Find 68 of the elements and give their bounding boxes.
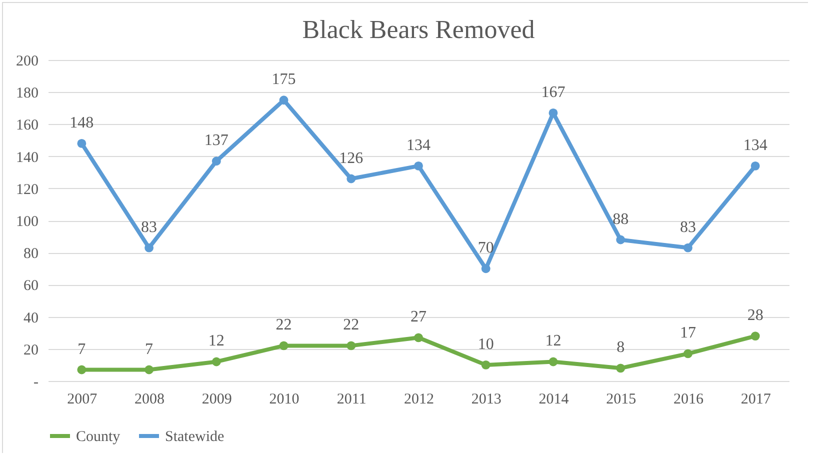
y-tick-label: 80: [24, 246, 38, 262]
data-label: 88: [612, 210, 629, 228]
point: [481, 360, 490, 370]
data-label: 10: [478, 336, 494, 353]
point: [616, 235, 626, 244]
data-label: 17: [680, 324, 696, 342]
data-label: 22: [343, 316, 360, 334]
point: [279, 96, 288, 105]
legend-label: Statewide: [165, 429, 224, 445]
x-tick-label: 2011: [336, 392, 366, 408]
data-label: 83: [141, 218, 158, 236]
x-tick-label: 2012: [404, 392, 434, 408]
data-label: 8: [616, 339, 625, 356]
data-label: 83: [680, 218, 696, 236]
chart-title: Black Bears Removed: [302, 15, 535, 44]
data-label: 148: [70, 114, 94, 132]
data-label: 134: [406, 136, 430, 154]
point: [212, 156, 221, 166]
point: [414, 333, 423, 342]
y-tick-label: 200: [16, 54, 38, 70]
point: [548, 357, 558, 366]
x-tick-label: 2017: [740, 392, 772, 408]
y-tick-label: 120: [16, 182, 38, 198]
x-tick-label: 2015: [606, 392, 636, 408]
data-label: 134: [743, 136, 768, 154]
y-tick-label: 180: [16, 86, 38, 102]
y-tick-label: 140: [16, 150, 38, 166]
data-label: 137: [204, 132, 228, 150]
point: [616, 364, 626, 373]
y-tick-label: 100: [16, 214, 38, 230]
point: [77, 365, 86, 374]
y-tick-label: 20: [24, 342, 38, 358]
data-label: 167: [541, 84, 566, 101]
x-tick-label: 2016: [673, 392, 704, 408]
y-tick-label: -: [34, 374, 38, 390]
x-tick-label: 2009: [202, 392, 232, 408]
data-label: 7: [145, 340, 154, 358]
point: [144, 365, 154, 374]
y-tick-label: 160: [16, 118, 38, 134]
data-label: 70: [478, 240, 494, 257]
point: [750, 161, 760, 170]
point: [144, 243, 154, 252]
point: [346, 174, 356, 184]
data-label: 126: [339, 150, 364, 167]
point: [212, 357, 221, 366]
data-label: 28: [747, 307, 764, 324]
legend-label: County: [76, 429, 121, 445]
y-tick-label: 40: [24, 310, 38, 326]
x-tick-label: 2007: [67, 392, 98, 408]
data-label: 22: [276, 316, 292, 334]
x-tick-label: 2008: [134, 392, 165, 408]
x-tick-label: 2014: [538, 392, 570, 408]
data-label: 12: [208, 332, 224, 350]
point: [750, 332, 760, 341]
y-tick-label: 60: [24, 278, 38, 294]
point: [683, 349, 692, 358]
data-label: 7: [78, 340, 86, 358]
point: [481, 264, 490, 274]
data-label: 12: [545, 332, 562, 350]
point: [414, 161, 423, 170]
x-tick-label: 2010: [269, 392, 300, 408]
point: [683, 243, 692, 252]
data-label: 175: [272, 71, 296, 88]
point: [279, 341, 288, 350]
point: [77, 138, 86, 148]
x-tick-label: 2013: [471, 392, 502, 408]
data-label: 27: [410, 308, 426, 326]
point: [346, 341, 356, 350]
